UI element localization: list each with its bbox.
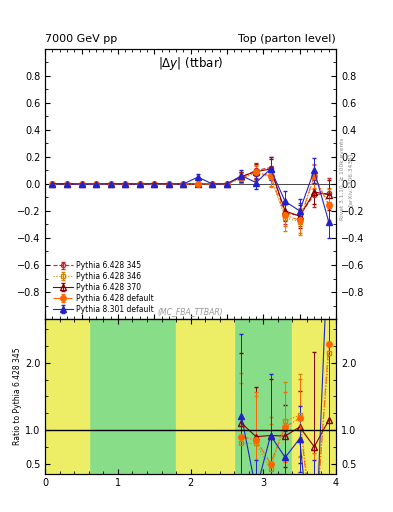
Y-axis label: Ratio to Pythia 6.428 345: Ratio to Pythia 6.428 345 [13, 348, 22, 445]
Text: (MC_FBA_TTBAR): (MC_FBA_TTBAR) [158, 307, 223, 316]
Bar [45, 319, 60, 474]
Text: $|\Delta y|$ (ttbar): $|\Delta y|$ (ttbar) [158, 55, 223, 72]
Text: Rivet 3.1.10, ≥ 100k events: Rivet 3.1.10, ≥ 100k events [340, 138, 345, 221]
Bar [74, 319, 89, 474]
Bar [205, 319, 220, 474]
Text: 7000 GeV pp: 7000 GeV pp [45, 33, 118, 44]
Bar [191, 319, 205, 474]
Bar [321, 319, 336, 474]
Text: Top (parton level): Top (parton level) [238, 33, 336, 44]
Bar [176, 319, 191, 474]
Text: [arXiv:1306.3436]: [arXiv:1306.3436] [348, 153, 353, 206]
Bar [292, 319, 307, 474]
Bar [307, 319, 321, 474]
Bar [220, 319, 234, 474]
Bar [60, 319, 74, 474]
Legend: Pythia 6.428 345, Pythia 6.428 346, Pythia 6.428 370, Pythia 6.428 default, Pyth: Pythia 6.428 345, Pythia 6.428 346, Pyth… [52, 260, 156, 315]
